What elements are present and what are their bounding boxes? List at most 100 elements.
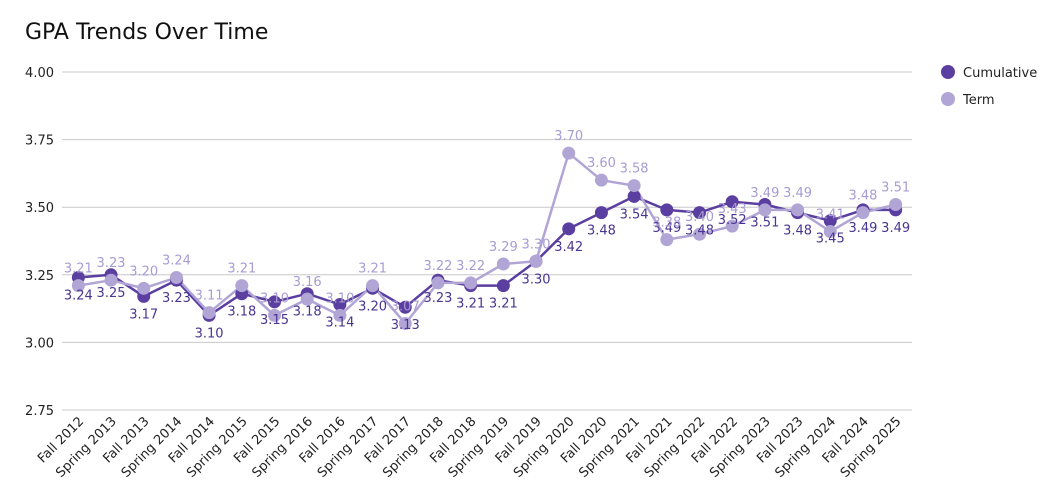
data-label-term: 3.29 xyxy=(489,240,518,255)
data-label-cumulative: 3.25 xyxy=(97,286,126,301)
data-label-term: 3.11 xyxy=(195,289,224,304)
data-label-term: 3.22 xyxy=(456,259,485,274)
data-label-term: 3.24 xyxy=(162,254,191,269)
data-point-cumulative[interactable] xyxy=(268,295,281,309)
data-label-cumulative: 3.20 xyxy=(358,299,387,314)
data-label-term: 3.49 xyxy=(750,186,779,201)
data-point-term[interactable] xyxy=(791,203,805,217)
data-label-term: 3.48 xyxy=(848,189,877,204)
data-label-term: 3.23 xyxy=(97,256,126,271)
data-label-cumulative: 3.24 xyxy=(64,289,93,304)
data-label-term: 3.30 xyxy=(522,237,551,252)
data-label-cumulative: 3.48 xyxy=(685,224,714,239)
data-point-cumulative[interactable] xyxy=(660,203,674,217)
data-label-term: 3.21 xyxy=(64,262,93,277)
data-point-term[interactable] xyxy=(496,257,510,271)
data-label-cumulative: 3.45 xyxy=(816,232,845,247)
data-label-term: 3.51 xyxy=(881,180,910,195)
data-point-term[interactable] xyxy=(235,279,249,293)
data-point-term[interactable] xyxy=(693,227,706,241)
data-point-term[interactable] xyxy=(202,306,216,320)
data-label-term: 3.21 xyxy=(358,262,387,277)
data-label-term: 3.07 xyxy=(391,299,420,314)
data-label-cumulative: 3.51 xyxy=(750,215,779,230)
data-label-cumulative: 3.10 xyxy=(195,326,224,341)
data-point-term[interactable] xyxy=(627,179,641,193)
data-label-cumulative: 3.18 xyxy=(227,305,256,320)
data-label-term: 3.60 xyxy=(587,156,616,171)
data-label-term: 3.43 xyxy=(718,202,747,217)
data-label-cumulative: 3.23 xyxy=(423,291,452,306)
data-label-term: 3.20 xyxy=(129,264,158,279)
chart-title: GPA Trends Over Time xyxy=(25,20,269,45)
data-point-cumulative[interactable] xyxy=(398,300,412,314)
data-label-cumulative: 3.14 xyxy=(325,316,354,331)
data-point-cumulative[interactable] xyxy=(693,206,706,220)
data-point-cumulative[interactable] xyxy=(496,279,510,293)
data-point-term[interactable] xyxy=(823,225,837,239)
data-label-cumulative: 3.48 xyxy=(587,224,616,239)
data-label-cumulative: 3.54 xyxy=(620,207,649,222)
data-point-term[interactable] xyxy=(398,316,412,330)
data-point-term[interactable] xyxy=(333,308,347,322)
data-point-term[interactable] xyxy=(529,254,543,268)
y-tick-label: 2.75 xyxy=(25,404,54,419)
data-label-term: 3.10 xyxy=(325,291,354,306)
data-label-cumulative: 3.52 xyxy=(718,213,747,228)
legend-label-term[interactable]: Term xyxy=(962,93,995,108)
data-point-cumulative[interactable] xyxy=(333,298,347,312)
data-label-cumulative: 3.30 xyxy=(522,272,551,287)
data-point-term[interactable] xyxy=(758,203,772,217)
y-tick-label: 4.00 xyxy=(25,66,54,81)
data-label-term: 3.58 xyxy=(620,162,649,177)
data-label-term: 3.38 xyxy=(652,216,681,231)
data-label-cumulative: 3.49 xyxy=(881,221,910,236)
y-tick-label: 3.25 xyxy=(25,269,54,284)
data-label-cumulative: 3.13 xyxy=(391,318,420,333)
data-label-term: 3.70 xyxy=(554,129,583,144)
data-point-term[interactable] xyxy=(137,281,151,295)
data-label-term: 3.22 xyxy=(423,259,452,274)
data-point-term[interactable] xyxy=(431,276,445,290)
data-point-term[interactable] xyxy=(889,197,903,211)
data-point-cumulative[interactable] xyxy=(725,195,739,209)
data-label-cumulative: 3.23 xyxy=(162,291,191,306)
legend-marker-cumulative[interactable] xyxy=(941,65,955,79)
data-label-term: 3.41 xyxy=(816,208,845,223)
data-point-term[interactable] xyxy=(725,219,739,233)
data-label-cumulative: 3.15 xyxy=(260,313,289,328)
data-point-term[interactable] xyxy=(856,206,870,220)
data-point-term[interactable] xyxy=(71,279,85,293)
data-label-term: 3.10 xyxy=(260,291,289,306)
legend-label-cumulative[interactable]: Cumulative xyxy=(963,66,1037,81)
data-point-term[interactable] xyxy=(104,273,118,287)
data-label-cumulative: 3.49 xyxy=(652,221,681,236)
data-point-term[interactable] xyxy=(169,271,183,285)
y-tick-label: 3.50 xyxy=(25,201,54,216)
data-label-cumulative: 3.49 xyxy=(848,221,877,236)
data-point-term[interactable] xyxy=(594,173,608,187)
data-point-cumulative[interactable] xyxy=(562,222,576,236)
data-label-term: 3.49 xyxy=(783,186,812,201)
data-label-cumulative: 3.21 xyxy=(489,297,518,312)
data-label-cumulative: 3.48 xyxy=(783,224,812,239)
data-point-cumulative[interactable] xyxy=(627,189,641,203)
data-label-cumulative: 3.18 xyxy=(293,305,322,320)
data-label-cumulative: 3.42 xyxy=(554,240,583,255)
data-point-cumulative[interactable] xyxy=(823,214,837,228)
data-point-cumulative[interactable] xyxy=(594,206,608,220)
data-point-term[interactable] xyxy=(268,308,281,322)
data-label-term: 3.21 xyxy=(227,262,256,277)
data-point-term[interactable] xyxy=(366,279,380,293)
data-point-term[interactable] xyxy=(562,146,576,160)
data-label-cumulative: 3.21 xyxy=(456,297,485,312)
y-tick-label: 3.00 xyxy=(25,336,54,351)
y-tick-label: 3.75 xyxy=(25,134,54,149)
legend-marker-term[interactable] xyxy=(941,92,955,106)
data-point-term[interactable] xyxy=(464,276,478,290)
data-label-term: 3.16 xyxy=(293,275,322,290)
data-point-term[interactable] xyxy=(660,233,674,247)
data-point-term[interactable] xyxy=(300,292,314,306)
data-label-cumulative: 3.17 xyxy=(129,307,158,322)
